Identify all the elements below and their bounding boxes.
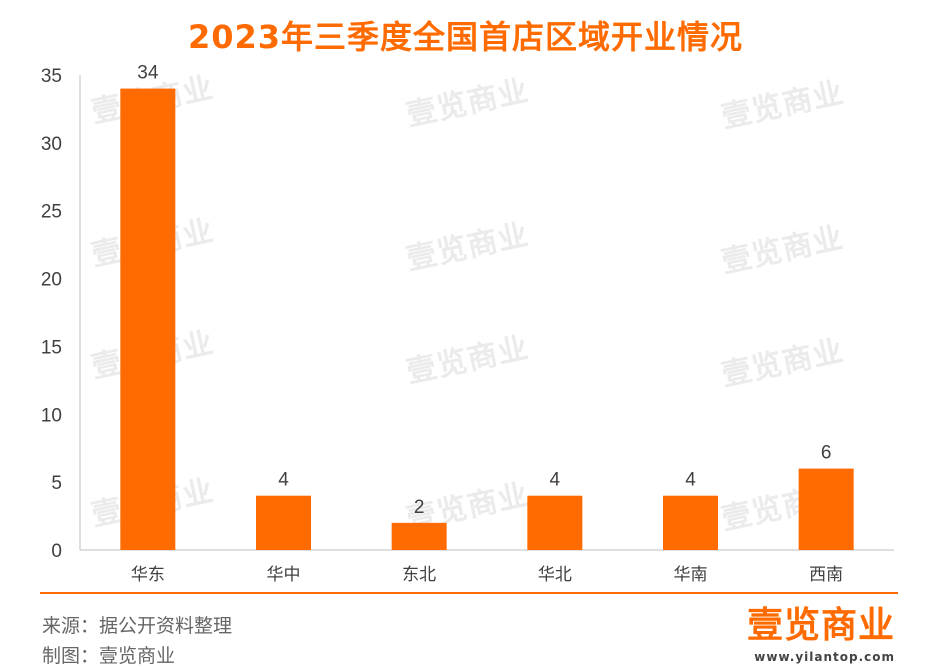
y-tick-label: 10 [41,405,62,426]
bar [527,495,583,550]
brand-logo: 壹览商业 [746,605,895,646]
brand-url: www.yilantop.com [754,650,895,664]
data-label: 2 [414,497,425,518]
x-tick-label: 华北 [538,565,572,585]
x-tick-label: 华东 [131,565,165,585]
y-tick-label: 0 [51,541,62,562]
bar [256,495,311,550]
bar [663,495,718,550]
data-label: 4 [550,470,561,491]
x-tick-label: 华中 [267,565,301,585]
y-tick-label: 5 [51,473,62,494]
footer-divider [40,592,898,594]
bar [391,522,447,550]
y-tick-label: 30 [41,134,62,155]
data-label: 34 [137,63,159,84]
data-label: 4 [685,470,696,491]
credit-note: 制图：壹览商业 [42,645,176,667]
bar-chart: 0 5 10 15 20 25 30 35 34 华东 4 华中 2 东北 4 华北 4 华南 6 西南 [41,63,894,585]
y-tick-label: 25 [41,202,62,223]
y-tick-label: 15 [41,337,62,358]
x-tick-label: 华南 [674,565,708,585]
y-tick-label: 35 [41,66,62,87]
y-tick-label: 20 [41,270,62,291]
bar [120,88,176,551]
chart-title: 2023年三季度全国首店区域开业情况 [187,18,744,56]
x-tick-label: 西南 [809,565,843,585]
x-tick-label: 东北 [402,565,436,585]
data-label: 6 [821,443,832,464]
data-label: 4 [278,470,289,491]
source-note: 来源：据公开资料整理 [42,615,233,637]
bar [798,468,854,550]
